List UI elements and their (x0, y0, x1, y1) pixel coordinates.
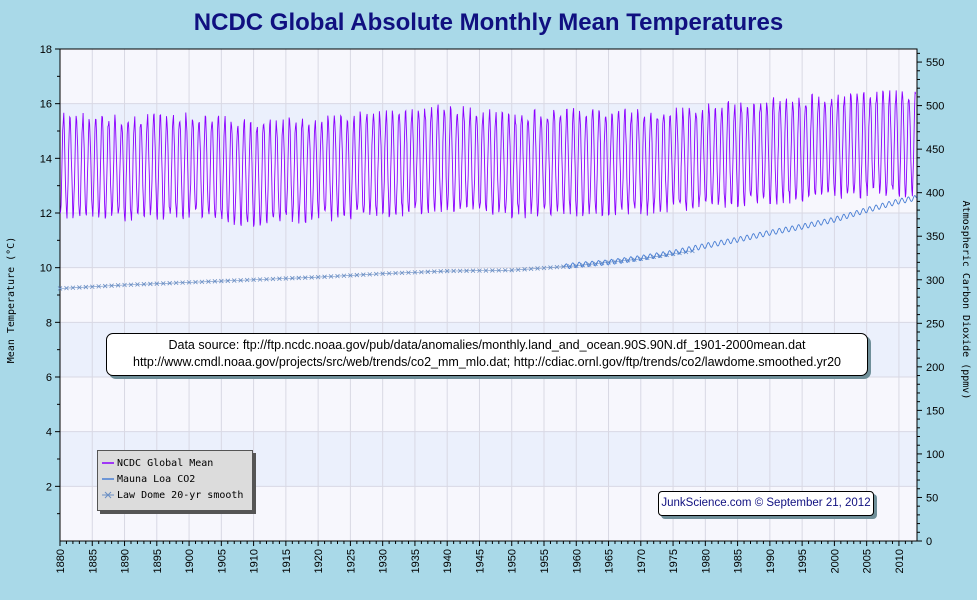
plot-band (60, 213, 917, 268)
y2-tick-label: 250 (926, 318, 944, 330)
y2-tick-label: 150 (926, 405, 944, 417)
x-tick-label: 1950 (507, 549, 519, 573)
x-tick-label: 1930 (378, 549, 390, 573)
x-tick-label: 1935 (410, 549, 422, 573)
x-tick-label: 1945 (474, 549, 486, 573)
y2-tick-label: 550 (926, 57, 944, 69)
y2-axis-label: Atmospheric Carbon Dioxide (ppmv) (960, 200, 971, 400)
plot-band (60, 49, 917, 104)
x-tick-label: 1985 (733, 549, 745, 573)
x-tick-label: 1980 (700, 549, 712, 573)
x-tick-label: 2005 (862, 549, 874, 573)
x-tick-label: 1965 (604, 549, 616, 573)
y2-tick-label: 300 (926, 275, 944, 287)
y2-tick-label: 450 (926, 144, 944, 156)
y-axis-label: Mean Temperature (°C) (6, 236, 17, 364)
y2-tick-label: 400 (926, 188, 944, 200)
y-tick-label: 4 (46, 427, 52, 439)
y-tick-label: 6 (46, 372, 52, 384)
y-tick-label: 12 (40, 208, 52, 220)
y2-tick-label: 0 (926, 536, 932, 548)
x-tick-label: 1915 (281, 549, 293, 573)
series-ncdc-global-mean (59, 90, 917, 227)
y2-tick-label: 50 (926, 492, 938, 504)
legend-item-mauna-loa: Mauna Loa CO2 (102, 472, 195, 488)
y-tick-label: 2 (46, 481, 52, 493)
legend-label-ncdc: NCDC Global Mean (117, 458, 214, 469)
chart-title: NCDC Global Absolute Monthly Mean Temper… (193, 9, 784, 36)
x-tick-label: 2010 (894, 549, 906, 573)
legend-swatch-mauna-loa (102, 478, 114, 480)
legend-swatch-ncdc (102, 462, 114, 464)
legend-item-law-dome: Law Dome 20-yr smooth (102, 488, 243, 504)
y-tick-label: 14 (40, 153, 52, 165)
legend-label-law-dome: Law Dome 20-yr smooth (117, 490, 244, 501)
x-tick-label: 1885 (87, 549, 99, 573)
data-source-line-1: Data source: ftp://ftp.ncdc.noaa.gov/pub… (168, 338, 806, 352)
x-tick-label: 1905 (216, 549, 228, 573)
x-tick-label: 1880 (55, 549, 67, 573)
x-tick-label: 1910 (249, 549, 261, 573)
legend-item-ncdc: NCDC Global Mean (102, 456, 213, 472)
plot-band (60, 377, 917, 432)
y-tick-label: 16 (40, 99, 52, 111)
data-source-note: Data source: ftp://ftp.ncdc.noaa.gov/pub… (106, 333, 868, 376)
y2-tick-label: 100 (926, 449, 944, 461)
x-tick-label: 1955 (539, 549, 551, 573)
x-tick-label: 1975 (668, 549, 680, 573)
y2-tick-label: 350 (926, 231, 944, 243)
plot-band (60, 267, 917, 323)
credit-box: JunkScience.com © September 21, 2012 (658, 491, 874, 516)
legend-swatch-law-dome (102, 491, 114, 499)
x-tick-label: 1920 (313, 549, 325, 573)
legend: NCDC Global Mean Mauna Loa CO2 Law Dome … (97, 450, 253, 511)
x-tick-label: 1890 (120, 549, 132, 573)
x-tick-label: 1960 (571, 549, 583, 573)
x-tick-label: 1970 (636, 549, 648, 573)
data-source-line-2: http://www.cmdl.noaa.gov/projects/src/we… (133, 355, 841, 369)
series-mauna-loa-co2 (564, 195, 917, 270)
x-tick-label: 2000 (829, 549, 841, 573)
legend-label-mauna-loa: Mauna Loa CO2 (117, 474, 196, 485)
y-tick-label: 8 (46, 317, 52, 329)
y-tick-label: 10 (40, 263, 52, 275)
y-tick-label: 18 (40, 44, 52, 56)
x-tick-label: 1900 (184, 549, 196, 573)
x-tick-label: 1895 (152, 549, 164, 573)
x-tick-label: 1995 (797, 549, 809, 573)
y2-tick-label: 500 (926, 101, 944, 113)
x-tick-label: 1940 (442, 549, 454, 573)
x-tick-label: 1925 (345, 549, 357, 573)
x-tick-label: 1990 (765, 549, 777, 573)
y2-tick-label: 200 (926, 362, 944, 374)
